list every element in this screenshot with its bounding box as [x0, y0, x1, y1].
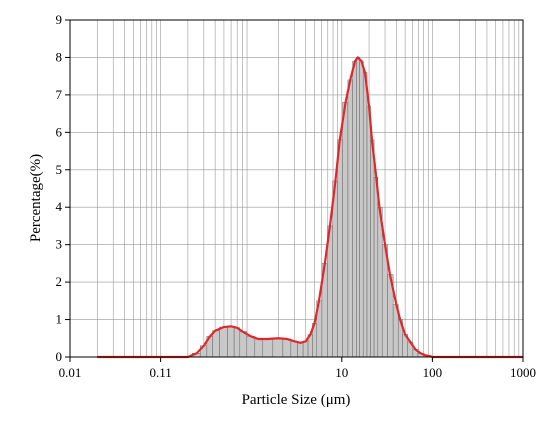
- bar: [254, 338, 264, 358]
- bar: [297, 342, 304, 358]
- y-axis-label: Percentage(%): [28, 154, 44, 242]
- bar: [366, 105, 371, 358]
- bar: [359, 60, 364, 358]
- bar: [356, 57, 360, 358]
- bar: [219, 326, 228, 358]
- bar: [290, 341, 298, 358]
- x-tick-label: 1000: [510, 365, 536, 380]
- y-tick-label: 2: [56, 274, 63, 289]
- y-tick-label: 9: [56, 12, 63, 27]
- distribution-line: [97, 56, 523, 359]
- plot-frame: [69, 19, 524, 358]
- bar: [233, 327, 241, 358]
- bar: [239, 331, 248, 358]
- bar: [332, 180, 338, 358]
- bar: [362, 72, 368, 358]
- bar: [370, 139, 375, 358]
- bar: [272, 338, 284, 358]
- y-tick-label: 8: [56, 49, 63, 64]
- y-tick-label: 6: [56, 124, 63, 139]
- bar: [337, 139, 343, 358]
- bar: [262, 338, 274, 358]
- bar: [302, 341, 309, 358]
- bar: [282, 338, 292, 358]
- y-tick-label: 3: [56, 237, 63, 252]
- y-tick-label: 1: [56, 312, 63, 327]
- bar: [342, 102, 349, 358]
- bar: [352, 60, 357, 358]
- x-tick-label: 0.11: [149, 365, 171, 380]
- bar: [347, 79, 353, 358]
- bar: [227, 326, 235, 358]
- x-tick-label: 100: [423, 365, 443, 380]
- x-tick-label: 10: [335, 365, 348, 380]
- bar: [373, 177, 379, 358]
- y-tick-label: 5: [56, 162, 63, 177]
- y-tick-label: 4: [56, 199, 63, 214]
- bar: [377, 206, 383, 358]
- x-tick-label: 0.01: [59, 365, 82, 380]
- y-tick-label: 0: [56, 349, 63, 364]
- y-tick-label: 7: [56, 87, 63, 102]
- bar: [212, 330, 220, 358]
- x-axis-label: Particle Size (μm): [242, 392, 351, 408]
- bar: [246, 336, 256, 358]
